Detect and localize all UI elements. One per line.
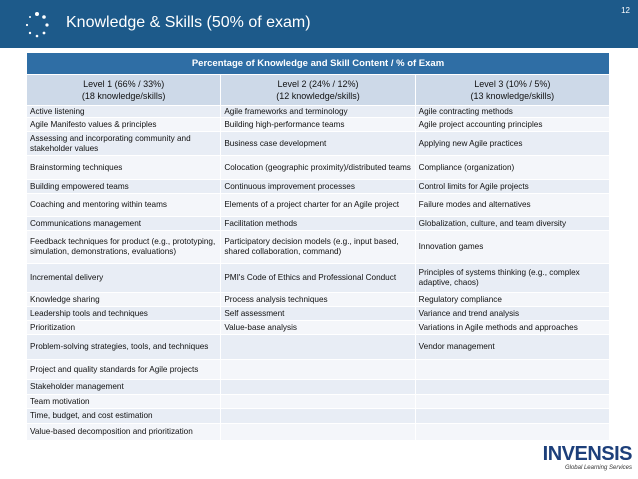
table-cell: Principles of systems thinking (e.g., co… — [414, 263, 611, 293]
table-row: Team motivation — [25, 394, 611, 409]
table-row: Leadership tools and techniques Self asse… — [25, 306, 611, 321]
table-cell: Problem-solving strategies, tools, and t… — [25, 334, 222, 360]
empty-cell — [414, 379, 611, 395]
level-detail: (18 knowledge/skills) — [81, 91, 166, 101]
table-cell: Elements of a project charter for an Agi… — [220, 193, 416, 217]
level-header: Level 1 (66% / 33%) (18 knowledge/skills) — [25, 74, 222, 106]
table-row: Stakeholder management — [25, 379, 611, 395]
table-cell: Coaching and mentoring within teams — [25, 193, 222, 217]
table-row: Prioritization Value-base analysis Variati… — [25, 320, 611, 335]
page-number: 12 — [621, 6, 630, 15]
empty-cell — [220, 394, 416, 409]
table-cell: Prioritization — [25, 320, 222, 335]
empty-cell — [220, 359, 416, 380]
table-row: Time, budget, and cost estimation — [25, 408, 611, 424]
table-cell: Failure modes and alternatives — [414, 193, 611, 217]
table-cell: Process analysis techniques — [220, 292, 416, 307]
empty-cell — [220, 334, 416, 360]
level-title: Level 3 (10% / 5%) — [474, 79, 551, 89]
logo-tagline: Global Learning Services — [564, 465, 632, 471]
table-cell: Team motivation — [25, 394, 222, 409]
table-cell: Feedback techniques for product (e.g., p… — [25, 230, 222, 264]
table-cell: Compliance (organization) — [414, 155, 611, 180]
table-cell: Building high-performance teams — [220, 117, 416, 132]
table-row: Coaching and mentoring within teams Eleme… — [25, 193, 611, 217]
level-header: Level 2 (24% / 12%) (12 knowledge/skills) — [220, 74, 416, 106]
header-bar — [0, 0, 638, 48]
table-cell: Value-base analysis — [220, 320, 416, 335]
skills-table: Percentage of Knowledge and Skill Conten… — [25, 52, 611, 441]
table-cell: Innovation games — [414, 230, 611, 264]
table-cell: Variance and trend analysis — [414, 306, 611, 321]
table-cell: Colocation (geographic proximity)/distri… — [220, 155, 416, 180]
table-cell: Agile project accounting principles — [414, 117, 611, 132]
empty-cell — [414, 408, 611, 424]
table-row: Feedback techniques for product (e.g., p… — [25, 230, 611, 264]
table-cell: Value-based decomposition and prioritiza… — [25, 423, 222, 441]
table-row: Project and quality standards for Agile … — [25, 359, 611, 380]
table-cell: Vendor management — [414, 334, 611, 360]
table-row: Assessing and incorporating community an… — [25, 131, 611, 156]
level-detail: (12 knowledge/skills) — [276, 91, 360, 101]
level-title: Level 2 (24% / 12%) — [277, 79, 359, 89]
table-cell: Applying new Agile practices — [414, 131, 611, 156]
table-cell: Facilitation methods — [220, 216, 416, 231]
empty-cell — [414, 423, 611, 441]
slide-title: Knowledge & Skills (50% of exam) — [66, 14, 311, 31]
table-row: Agile Manifesto values & principles Build… — [25, 117, 611, 132]
table-cell: Communications management — [25, 216, 222, 231]
empty-cell — [414, 359, 611, 380]
table-cell: Leadership tools and techniques — [25, 306, 222, 321]
table-cell: Business case development — [220, 131, 416, 156]
table-cell: Time, budget, and cost estimation — [25, 408, 222, 424]
table-cell: Brainstorming techniques — [25, 155, 222, 180]
table-row: Communications management Facilitation me… — [25, 216, 611, 231]
table-row: Brainstorming techniques Colocation (geog… — [25, 155, 611, 180]
empty-cell — [414, 394, 611, 409]
table-caption: Percentage of Knowledge and Skill Conten… — [26, 52, 610, 75]
logo-icon — [25, 12, 49, 38]
table-cell: Building empowered teams — [25, 179, 222, 194]
brand-logo: INVENSIS Global Learning Services — [530, 443, 633, 471]
table-row: Problem-solving strategies, tools, and t… — [25, 334, 611, 360]
table-row: Building empowered teams Continuous impro… — [25, 179, 611, 194]
table-cell: Agile Manifesto values & principles — [25, 117, 222, 132]
table-cell: PMI's Code of Ethics and Professional Co… — [220, 263, 416, 293]
table-row: Active listening Agile frameworks and ter… — [25, 105, 611, 118]
empty-cell — [220, 379, 416, 395]
table-cell: Regulatory compliance — [414, 292, 611, 307]
table-cell: Variations in Agile methods and approach… — [414, 320, 611, 335]
table-cell: Control limits for Agile projects — [414, 179, 611, 194]
empty-cell — [220, 408, 416, 424]
table-cell: Project and quality standards for Agile … — [25, 359, 222, 380]
table-cell: Self assessment — [220, 306, 416, 321]
level-detail: (13 knowledge/skills) — [470, 91, 555, 101]
table-cell: Assessing and incorporating community an… — [25, 131, 222, 156]
table-cell: Continuous improvement processes — [220, 179, 416, 194]
logo-name: INVENSIS — [542, 443, 633, 465]
table-cell: Incremental delivery — [25, 263, 222, 293]
level-title: Level 1 (66% / 33%) — [83, 79, 165, 89]
level-header: Level 3 (10% / 5%) (13 knowledge/skills) — [414, 74, 611, 106]
table-cell: Knowledge sharing — [25, 292, 222, 307]
table-row: Incremental delivery PMI's Code of Ethics… — [25, 263, 611, 293]
table-cell: Stakeholder management — [25, 379, 222, 395]
table-cell: Agile contracting methods — [414, 105, 611, 118]
table-row: Value-based decomposition and prioritiza… — [25, 423, 611, 441]
table-cell: Agile frameworks and terminology — [220, 105, 416, 118]
table-cell: Globalization, culture, and team diversi… — [414, 216, 611, 231]
table-cell: Participatory decision models (e.g., inp… — [220, 230, 416, 264]
table-row: Knowledge sharing Process analysis techni… — [25, 292, 611, 307]
table-cell: Active listening — [25, 105, 222, 118]
empty-cell — [220, 423, 416, 441]
